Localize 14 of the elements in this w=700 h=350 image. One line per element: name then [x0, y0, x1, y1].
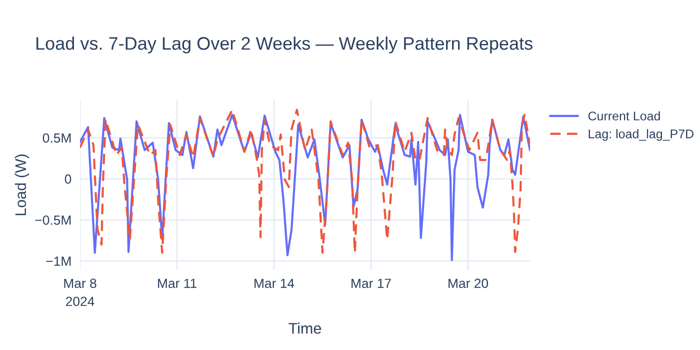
y-tick-label: −0.5M: [35, 215, 71, 225]
legend-label: Lag: load_lag_P7D: [588, 129, 694, 141]
x-tick-label: Mar 8 2024: [64, 278, 96, 306]
y-tick-label: −1M: [46, 256, 71, 266]
x-tick-label: Mar 14: [254, 278, 294, 288]
x-tick-label: Mar 17: [352, 278, 391, 288]
x-tick-label: Mar 20: [448, 278, 488, 288]
y-tick-label: 0: [64, 174, 72, 184]
x-tick-label: Mar 11: [158, 278, 196, 288]
chart-title: Load vs. 7-Day Lag Over 2 Weeks — Weekly Pattern Repeats: [36, 36, 532, 54]
y-tick-label: 0.5M: [42, 133, 71, 143]
legend-label: Current Load: [588, 111, 660, 120]
y-axis-title: Load (W): [14, 154, 30, 216]
x-axis-title: Time: [288, 322, 322, 334]
